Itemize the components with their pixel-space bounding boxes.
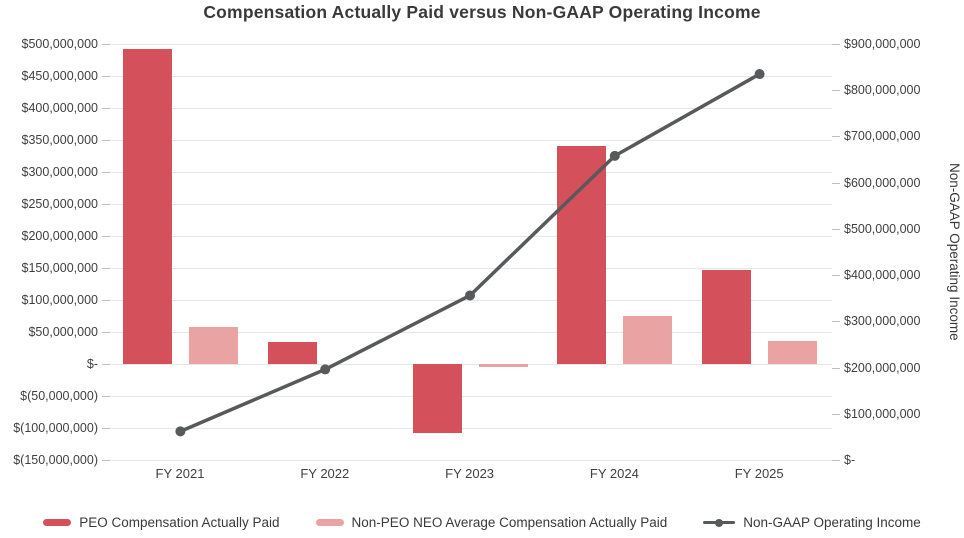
left-tick-mark: [102, 300, 110, 301]
right-axis-tick-label: $200,000,000: [844, 360, 921, 375]
line-swatch-icon: [703, 518, 736, 528]
gridline: [108, 108, 832, 109]
right-axis-tick-label: $600,000,000: [844, 175, 921, 190]
non-peo-bar-swatch-icon: [315, 519, 344, 526]
line-series-layer: [175, 69, 765, 437]
left-tick-mark: [102, 332, 110, 333]
x-axis-category-label: FY 2023: [445, 466, 495, 481]
legend-item-line: Non-GAAP Operating Income: [703, 515, 921, 530]
left-tick-mark: [102, 204, 110, 205]
plot-area: [108, 44, 832, 461]
right-tick-mark: [832, 136, 840, 138]
right-axis-tick-label: $700,000,000: [844, 129, 921, 144]
right-tick-mark: [832, 367, 840, 369]
left-axis-tick-label: $450,000,000: [21, 69, 98, 83]
line-marker-fy-2024: [609, 150, 620, 161]
gridline: [108, 140, 832, 141]
x-axis-category-label: FY 2021: [155, 466, 205, 481]
gridline: [108, 428, 832, 429]
left-tick-mark: [102, 396, 110, 397]
left-axis-tick-label: $250,000,000: [21, 197, 98, 211]
left-axis-tick-label: $(100,000,000): [13, 421, 98, 435]
bar-non-peo-fy-2023: [478, 364, 528, 367]
left-axis-tick-label: $-: [86, 357, 98, 371]
bar-peo-fy-2025: [702, 269, 752, 364]
right-tick-mark: [832, 460, 840, 461]
legend-item-non-peo: Non-PEO NEO Average Compensation Actuall…: [315, 515, 668, 530]
left-axis-tick-label: $200,000,000: [21, 229, 98, 243]
right-axis-tick-label: $-: [844, 453, 856, 467]
x-axis-category-label: FY 2024: [589, 466, 639, 481]
left-tick-mark: [102, 460, 110, 461]
bar-non-peo-fy-2025: [768, 340, 818, 364]
left-tick-mark: [102, 268, 110, 269]
left-tick-mark: [102, 76, 110, 77]
right-tick-mark: [832, 413, 840, 415]
gridline: [108, 172, 832, 173]
left-axis-tick-label: $100,000,000: [21, 293, 98, 307]
left-axis-tick-label: $350,000,000: [21, 133, 98, 147]
right-axis-tick-label: $900,000,000: [844, 37, 921, 51]
x-axis-category-label: FY 2022: [300, 466, 350, 481]
legend: PEO Compensation Actually Paid Non-PEO N…: [0, 515, 964, 530]
right-axis-tick-label: $100,000,000: [844, 406, 921, 421]
right-tick-mark: [832, 44, 840, 45]
right-axis-tick-label: $400,000,000: [844, 268, 921, 283]
left-tick-mark: [102, 428, 110, 429]
right-tick-mark: [832, 321, 840, 323]
bar-non-peo-fy-2024: [623, 316, 673, 364]
left-axis-tick-label: $400,000,000: [21, 101, 98, 115]
left-axis-tick-label: $(50,000,000): [20, 389, 98, 403]
right-tick-mark: [832, 90, 840, 92]
gridline: [108, 364, 832, 365]
bar-non-peo-fy-2021: [188, 326, 238, 364]
line-marker-fy-2022: [320, 364, 331, 375]
left-tick-mark: [102, 140, 110, 141]
bar-peo-fy-2023: [412, 364, 462, 434]
gridline: [108, 300, 832, 301]
left-axis-tick-label: $(150,000,000): [13, 453, 98, 467]
right-tick-mark: [832, 182, 840, 184]
left-axis-tick-label: $50,000,000: [28, 325, 98, 339]
right-tick-mark: [832, 275, 840, 277]
bar-peo-fy-2022: [267, 342, 317, 364]
bar-peo-fy-2024: [557, 146, 607, 364]
left-tick-mark: [102, 108, 110, 109]
gridline: [108, 268, 832, 269]
x-axis-category-label: FY 2025: [734, 466, 784, 481]
peo-bar-swatch-icon: [43, 519, 72, 526]
right-axis-title: Non-GAAP Operating Income: [947, 163, 962, 341]
left-tick-mark: [102, 364, 110, 365]
gridline: [108, 236, 832, 237]
gridline: [108, 44, 832, 45]
left-axis-tick-label: $300,000,000: [21, 165, 98, 179]
legend-label-peo: PEO Compensation Actually Paid: [79, 515, 280, 530]
left-tick-mark: [102, 44, 110, 45]
legend-label-non-peo: Non-PEO NEO Average Compensation Actuall…: [351, 515, 668, 530]
right-axis-tick-label: $500,000,000: [844, 221, 921, 236]
right-axis-tick-label: $800,000,000: [844, 83, 921, 98]
left-tick-mark: [102, 236, 110, 237]
chart-title: Compensation Actually Paid versus Non-GA…: [203, 2, 761, 22]
gridline: [108, 204, 832, 205]
line-marker-fy-2023: [465, 290, 475, 301]
right-tick-mark: [832, 228, 840, 230]
gridline: [108, 332, 832, 333]
left-axis-tick-label: $150,000,000: [21, 261, 98, 275]
line-marker-fy-2021: [175, 426, 186, 437]
non-gaap-operating-income-line: [179, 72, 761, 433]
left-axis-tick-label: $500,000,000: [21, 37, 98, 51]
bar-peo-fy-2021: [122, 49, 172, 364]
left-tick-mark: [102, 172, 110, 173]
legend-label-line: Non-GAAP Operating Income: [743, 515, 921, 530]
gridline: [108, 396, 832, 397]
gridline: [108, 76, 832, 77]
legend-item-peo: PEO Compensation Actually Paid: [43, 515, 280, 530]
line-marker-fy-2025: [754, 69, 765, 80]
right-axis-tick-label: $300,000,000: [844, 314, 921, 329]
gridline: [108, 460, 832, 461]
